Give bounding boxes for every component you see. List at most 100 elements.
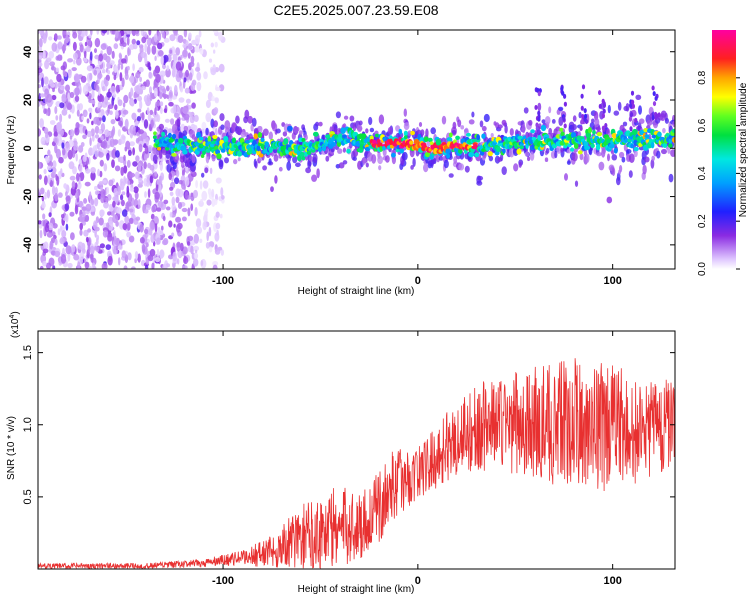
spectrogram-cell bbox=[199, 180, 203, 190]
spectrogram-cell bbox=[162, 263, 167, 269]
spectrogram-cell bbox=[207, 188, 212, 196]
spectrogram-cell bbox=[598, 161, 605, 171]
spectrogram-cell bbox=[528, 119, 533, 126]
spectrogram-cell bbox=[91, 100, 96, 105]
spectrogram-cell bbox=[551, 143, 557, 149]
spectrogram-cell bbox=[61, 214, 65, 219]
spectrogram-cell bbox=[104, 129, 110, 138]
spectrogram-cell bbox=[433, 158, 437, 164]
spectrogram-cell bbox=[448, 173, 454, 178]
spectrogram-cell bbox=[168, 90, 173, 99]
spectrogram-cell bbox=[128, 217, 134, 225]
spectrogram-cell bbox=[253, 158, 257, 168]
spectrogram-cell bbox=[77, 261, 81, 269]
spectrogram-cell bbox=[218, 63, 225, 73]
spectrogram-cell bbox=[74, 204, 79, 215]
spectrogram-cell bbox=[94, 37, 101, 48]
spectrogram-cell bbox=[183, 30, 188, 38]
spectrogram-cell bbox=[443, 159, 449, 169]
spectrogram-cell bbox=[560, 131, 565, 137]
spectrogram-cell bbox=[53, 131, 58, 138]
spectrogram-cell bbox=[127, 47, 130, 57]
spectrogram-cell bbox=[630, 90, 635, 96]
spectrogram-cell bbox=[145, 242, 149, 248]
spectrogram-cell bbox=[425, 128, 429, 138]
spectrogram-cell bbox=[398, 136, 403, 143]
spectrogram-cell bbox=[111, 50, 115, 59]
spectrogram-cell bbox=[160, 107, 163, 114]
spectrogram-cell bbox=[134, 171, 140, 180]
spectrogram-cell bbox=[260, 143, 265, 150]
spectrogram-cell bbox=[651, 155, 655, 161]
spectrogram-cell bbox=[235, 115, 240, 124]
spectrogram-cell bbox=[97, 151, 104, 158]
spectrogram-cell bbox=[104, 79, 109, 87]
spectrogram-cell bbox=[46, 231, 53, 238]
spectrogram-cell bbox=[457, 119, 462, 128]
spectrogram-cell bbox=[651, 134, 657, 139]
spectrogram-cell bbox=[43, 76, 49, 85]
spectrogram-cell bbox=[283, 138, 289, 145]
spectrogram-cell bbox=[55, 174, 58, 181]
spectrogram-cell bbox=[479, 151, 485, 156]
spectrogram-cell bbox=[628, 116, 633, 122]
spectrogram-panel: -100 0 100 -40 -20 0 20 40 Height of straight … bbox=[6, 29, 676, 297]
spectrogram-cell bbox=[611, 154, 618, 161]
spectrogram-cell bbox=[146, 93, 150, 102]
spectrogram-cell bbox=[186, 241, 191, 246]
spectrogram-cell bbox=[43, 168, 47, 175]
y-tick-label: 1.0 bbox=[22, 417, 34, 432]
spectrogram-cell bbox=[342, 147, 346, 153]
spectrogram-cell bbox=[97, 107, 101, 113]
spectrogram-cell bbox=[49, 120, 56, 125]
spectrogram-cell bbox=[114, 104, 118, 111]
spectrogram-cell bbox=[601, 98, 605, 104]
spectrogram-cell bbox=[65, 245, 72, 255]
y-tick-label: 0 bbox=[22, 145, 34, 151]
spectrogram-cell bbox=[54, 187, 58, 195]
spectrogram-cell bbox=[580, 93, 584, 99]
spectrogram-cell bbox=[129, 75, 135, 84]
spectrogram-cell bbox=[500, 153, 504, 162]
spectrogram-cell bbox=[85, 236, 89, 243]
snr-panel: -100 0 100 0.5 1.0 1.5 Height of straight li… bbox=[6, 311, 676, 595]
spectrogram-cell bbox=[195, 218, 202, 228]
spectrogram-cell bbox=[427, 137, 433, 143]
spectrogram-cell bbox=[61, 109, 68, 116]
spectrogram-cell bbox=[262, 128, 269, 136]
spectrogram-cell bbox=[72, 31, 78, 39]
spectrogram-cell bbox=[479, 120, 484, 128]
spectrogram-cell bbox=[208, 226, 212, 237]
spectrogram-cell bbox=[214, 248, 221, 255]
spectrogram-cell bbox=[154, 222, 158, 233]
spectrogram-cell bbox=[112, 200, 116, 208]
spectrogram-cell bbox=[124, 215, 130, 224]
spectrogram-cell bbox=[217, 31, 223, 41]
spectrogram-cell bbox=[401, 151, 408, 161]
spectrogram-cell bbox=[264, 141, 270, 147]
spectrogram-cell bbox=[106, 144, 110, 149]
spectrogram-cell bbox=[214, 97, 219, 104]
spectrogram-cell bbox=[189, 72, 192, 78]
spectrogram-x-ticks: -100 0 100 bbox=[212, 30, 622, 287]
spectrogram-cell bbox=[158, 123, 164, 130]
spectrogram-cell bbox=[42, 220, 46, 227]
spectrogram-cell bbox=[502, 148, 506, 154]
spectrogram-cell bbox=[184, 191, 189, 200]
spectrogram-cell bbox=[171, 153, 177, 157]
x-tick-label: 0 bbox=[415, 575, 421, 587]
spectrogram-cell bbox=[212, 135, 218, 139]
spectrogram-cell bbox=[262, 165, 267, 171]
spectrogram-cell bbox=[566, 148, 572, 154]
x-tick-label: -100 bbox=[212, 275, 234, 287]
spectrogram-cell bbox=[579, 126, 583, 131]
spectrogram-cell bbox=[176, 222, 183, 230]
spectrogram-cell bbox=[146, 107, 150, 115]
spectrogram-cell bbox=[97, 142, 100, 150]
spectrogram-cell bbox=[135, 84, 141, 95]
spectrogram-cell bbox=[551, 119, 556, 124]
spectrogram-cell bbox=[91, 262, 96, 269]
spectrogram-cell bbox=[184, 176, 190, 187]
spectrogram-cell bbox=[65, 195, 71, 205]
spectrogram-cell bbox=[190, 245, 194, 255]
